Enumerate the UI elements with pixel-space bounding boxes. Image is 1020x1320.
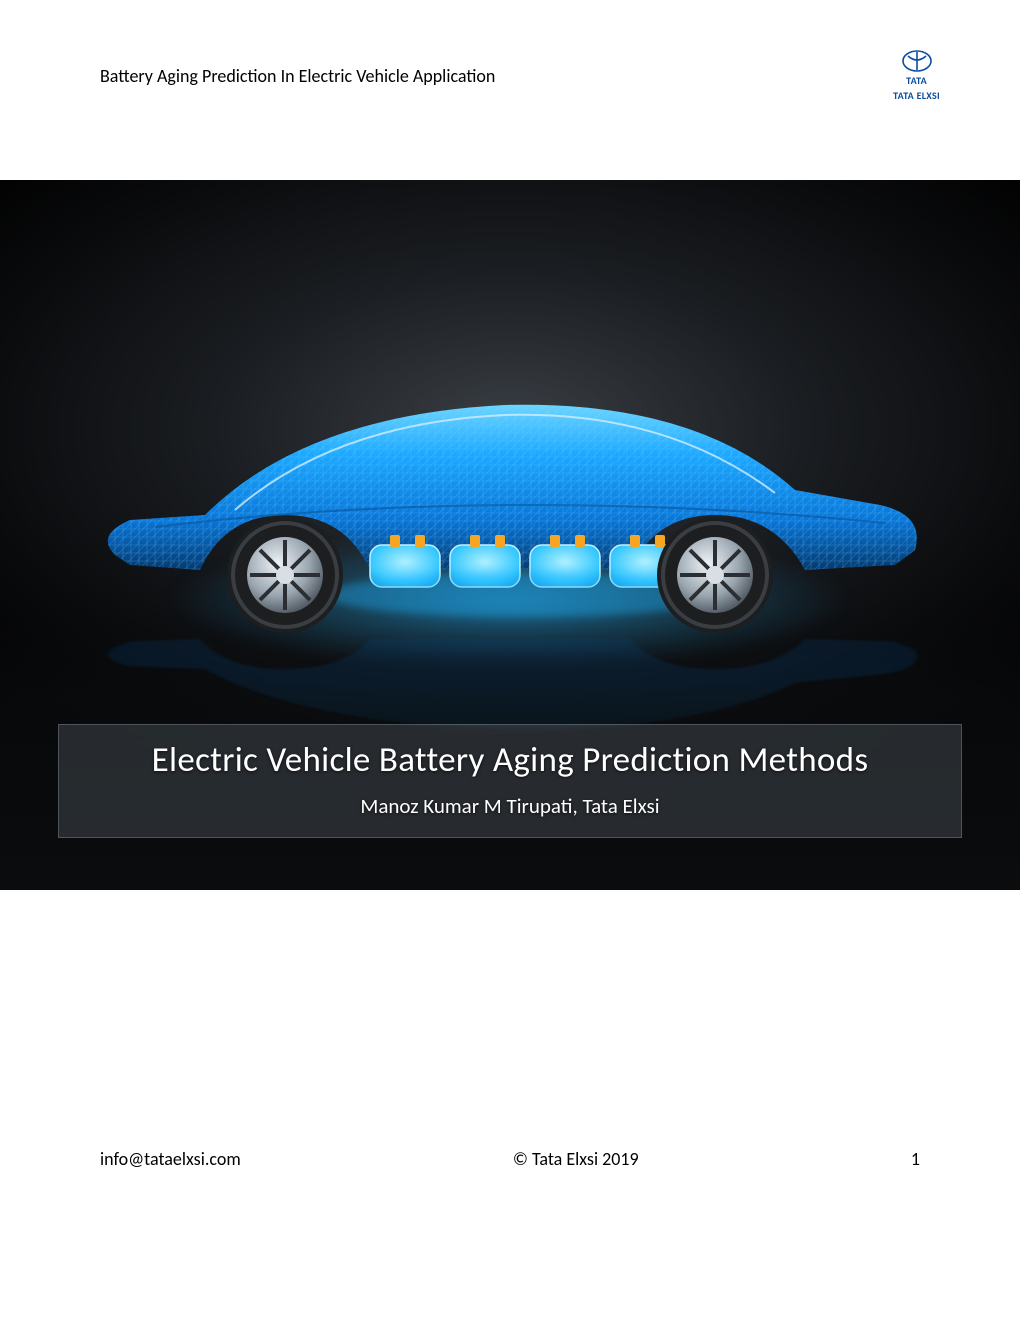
hero-title: Electric Vehicle Battery Aging Predictio… — [79, 739, 941, 781]
logo-text-line1: TATA — [906, 74, 927, 87]
logo-text-line2: TATA ELXSI — [893, 89, 940, 102]
hero-stage: Electric Vehicle Battery Aging Predictio… — [0, 180, 1020, 890]
hero-cover-image: Electric Vehicle Battery Aging Predictio… — [0, 180, 1020, 890]
footer-page-number: 1 — [911, 1148, 920, 1170]
tata-emblem-icon — [902, 50, 932, 72]
car-svg — [75, 345, 945, 645]
document-header-title: Battery Aging Prediction In Electric Veh… — [100, 65, 495, 87]
page-header: Battery Aging Prediction In Electric Veh… — [100, 50, 940, 102]
wheel-rear — [227, 517, 343, 633]
wheel-front — [657, 517, 773, 633]
page-footer: info@tataelxsi.com © Tata Elxsi 2019 1 — [100, 1148, 920, 1170]
ev-car-illustration — [75, 345, 945, 645]
footer-copyright: © Tata Elxsi 2019 — [513, 1148, 639, 1170]
hero-subtitle: Manoz Kumar M Tirupati, Tata Elxsi — [79, 793, 941, 819]
company-logo: TATA TATA ELXSI — [893, 50, 940, 102]
hero-title-bar: Electric Vehicle Battery Aging Predictio… — [58, 724, 962, 838]
footer-email: info@tataelxsi.com — [100, 1148, 241, 1170]
